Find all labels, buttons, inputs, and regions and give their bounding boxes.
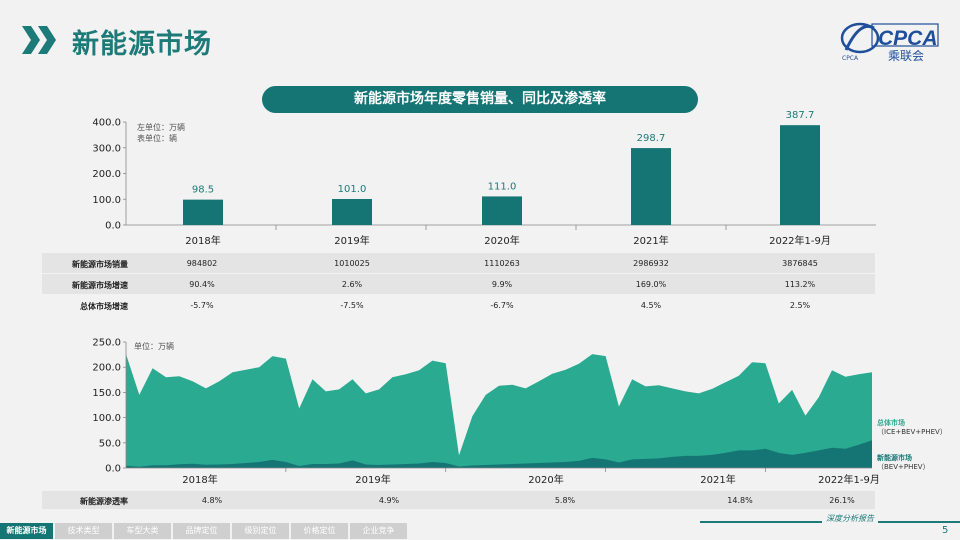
legend-total-market: 总体市场 （ICE+BEV+PHEV） xyxy=(877,419,947,437)
bar-chart: 0.0 100.0 200.0 300.0 400.0 98.5 2018年 101.0 201… xyxy=(92,110,876,247)
nav-tab-brand-position[interactable]: 品牌定位 xyxy=(173,523,230,539)
y-tick-label: 0.0 xyxy=(105,464,121,475)
table-cell: 4.8% xyxy=(201,496,223,505)
table-cell: 26.1% xyxy=(829,496,855,505)
legend-sub: （ICE+BEV+PHEV） xyxy=(877,428,947,436)
page-number: 5 xyxy=(942,525,949,536)
legend-name: 总体市场 xyxy=(877,419,905,427)
x-tick-label: 2021年 xyxy=(633,234,668,247)
y-tick-label: 0.0 xyxy=(105,221,121,232)
table-cell: 3876845 xyxy=(782,259,818,268)
nav-tab-vehicle-class[interactable]: 车型大类 xyxy=(114,523,171,539)
table-cell: 1110263 xyxy=(484,259,520,268)
table-cell: 14.8% xyxy=(727,496,753,505)
y-tick-label: 100.0 xyxy=(92,195,121,206)
y-tick-label: 150.0 xyxy=(92,388,121,399)
table-row: 新能源市场销量 984802 1010025 1110263 2986932 3… xyxy=(42,253,875,273)
legend-sub: （BEV+PHEV） xyxy=(877,463,930,471)
chart-title: 新能源市场年度零售销量、同比及渗透率 xyxy=(262,86,698,113)
table-cell: 2.5% xyxy=(789,301,811,310)
bar-unit-label: 左单位：万辆 表单位：辆 xyxy=(137,122,185,144)
total-market-area xyxy=(126,354,872,468)
table-row: 新能源渗透率 4.8% 4.9% 5.8% 14.8% 26.1% xyxy=(42,491,875,509)
bar xyxy=(482,196,522,225)
bar xyxy=(780,125,820,225)
y-tick-label: 50.0 xyxy=(99,438,121,449)
table-cell: 2.6% xyxy=(341,280,363,289)
table-cell: 4.9% xyxy=(378,496,400,505)
table-row: 总体市场增速 -5.7% -7.5% -6.7% 4.5% 2.5% xyxy=(42,295,875,315)
y-tick-label: 200.0 xyxy=(92,363,121,374)
area-unit-label: 单位：万辆 xyxy=(134,342,174,351)
chevron-right-icon xyxy=(22,26,56,54)
table-cell: 9.9% xyxy=(491,280,513,289)
bar-unit-line: 左单位：万辆 xyxy=(137,123,185,132)
logo-text: CPCA xyxy=(878,27,938,50)
table-cell: 113.2% xyxy=(784,280,816,289)
nev-market-area xyxy=(126,440,872,468)
x-tick-label: 2018年 xyxy=(185,234,220,247)
bar xyxy=(332,198,372,225)
bar xyxy=(631,148,671,225)
area-chart: 0.0 50.0 100.0 150.0 200.0 250.0 2018年 2019年 202… xyxy=(92,338,880,487)
x-tick-label: 2022年1-9月 xyxy=(818,473,880,486)
x-tick-label: 2020年 xyxy=(484,234,519,247)
table-row-label: 新能源渗透率 xyxy=(80,497,128,506)
bar-value-label: 98.5 xyxy=(192,185,214,196)
table-cell: -6.7% xyxy=(490,301,514,310)
y-tick-label: 200.0 xyxy=(92,169,121,180)
footer-text: 深度分析报告 xyxy=(822,513,878,524)
legend-name: 新能源市场 xyxy=(877,454,912,462)
table-cell: 1010025 xyxy=(334,259,370,268)
table-row-label: 总体市场增速 xyxy=(80,302,128,311)
bar xyxy=(183,199,223,225)
bar-value-label: 298.7 xyxy=(637,133,666,144)
table-cell: 4.5% xyxy=(640,301,662,310)
x-tick-label: 2018年 xyxy=(182,473,217,486)
x-tick-label: 2021年 xyxy=(700,473,735,486)
x-tick-label: 2022年1-9月 xyxy=(769,234,831,247)
table-row-label: 新能源市场增速 xyxy=(72,281,128,290)
y-tick-label: 250.0 xyxy=(92,338,121,349)
bottom-nav: 新能源市场 技术类型 车型大类 品牌定位 级别定位 价格定位 企业竞争 xyxy=(0,523,409,539)
nav-tab-tech-type[interactable]: 技术类型 xyxy=(55,523,112,539)
y-tick-label: 100.0 xyxy=(92,413,121,424)
bar-value-label: 387.7 xyxy=(786,110,815,121)
logo-small-text: CPCA xyxy=(842,55,859,62)
cpca-logo-icon xyxy=(840,22,939,54)
table-cell: 169.0% xyxy=(635,280,667,289)
bar-value-label: 101.0 xyxy=(338,184,367,195)
table-row: 新能源市场增速 90.4% 2.6% 9.9% 169.0% 113.2% xyxy=(42,274,875,294)
table-cell: -5.7% xyxy=(190,301,214,310)
page-title: 新能源市场 xyxy=(72,29,212,60)
y-tick-label: 300.0 xyxy=(92,143,121,154)
bar-unit-line: 表单位：辆 xyxy=(137,134,177,143)
bar-value-label: 111.0 xyxy=(488,181,517,192)
nav-tab-nev-market[interactable]: 新能源市场 xyxy=(0,523,53,539)
legend-nev-market: 新能源市场 （BEV+PHEV） xyxy=(877,454,930,472)
table-row-label: 新能源市场销量 xyxy=(72,260,128,269)
nav-tab-competition[interactable]: 企业竞争 xyxy=(350,523,407,539)
x-tick-label: 2019年 xyxy=(334,234,369,247)
table-cell: 2986932 xyxy=(633,259,669,268)
table-cell: 90.4% xyxy=(189,280,215,289)
nav-tab-level-position[interactable]: 级别定位 xyxy=(232,523,289,539)
nav-tab-price-position[interactable]: 价格定位 xyxy=(291,523,348,539)
table-cell: -7.5% xyxy=(340,301,364,310)
logo-subtitle: 乘联会 xyxy=(888,49,925,63)
x-tick-label: 2020年 xyxy=(528,473,563,486)
x-tick-label: 2019年 xyxy=(355,473,390,486)
table-cell: 984802 xyxy=(186,259,218,268)
table-cell: 5.8% xyxy=(554,496,576,505)
y-tick-label: 400.0 xyxy=(92,118,121,129)
